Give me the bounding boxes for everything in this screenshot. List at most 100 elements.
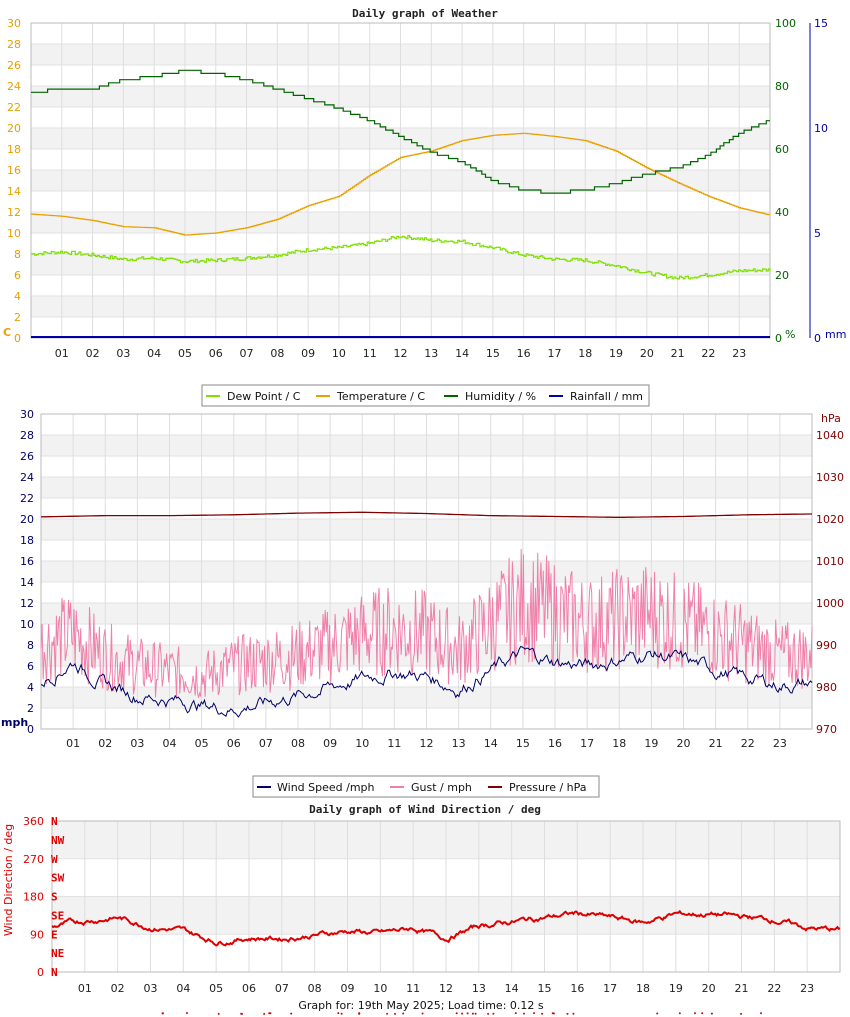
legend-rainfall: Rainfall / mm bbox=[570, 390, 643, 403]
left-tick-label: 6 bbox=[27, 660, 34, 673]
series-point bbox=[694, 1012, 696, 1015]
left-tick-label: 2 bbox=[14, 311, 21, 324]
left-tick-label: 0 bbox=[14, 332, 21, 345]
x-tick-label: 19 bbox=[644, 737, 658, 750]
right-tick-label: 980 bbox=[816, 681, 837, 694]
x-tick-label: 01 bbox=[66, 737, 80, 750]
right2-tick-label: 10 bbox=[814, 122, 828, 135]
series-gust bbox=[40, 549, 813, 698]
x-tick-label: 08 bbox=[308, 982, 322, 995]
compass-label: W bbox=[51, 853, 58, 866]
legend-dew-point: Dew Point / C bbox=[227, 390, 301, 403]
right-tick-label: 20 bbox=[775, 269, 789, 282]
left-tick-label: 28 bbox=[7, 38, 21, 51]
x-tick-label: 11 bbox=[406, 982, 420, 995]
series-point bbox=[340, 1012, 343, 1015]
right-tick-label: 40 bbox=[775, 206, 789, 219]
x-tick-label: 20 bbox=[640, 347, 654, 360]
x-tick-label: 10 bbox=[332, 347, 346, 360]
compass-label: N bbox=[51, 815, 58, 828]
x-tick-label: 06 bbox=[242, 982, 256, 995]
y-tick-label: 270 bbox=[23, 853, 44, 866]
left-tick-label: 26 bbox=[20, 450, 34, 463]
x-tick-label: 13 bbox=[452, 737, 466, 750]
series-point bbox=[161, 1012, 164, 1015]
series-point bbox=[656, 1012, 659, 1015]
series-point bbox=[241, 1012, 243, 1015]
right-tick-label: 1030 bbox=[816, 471, 844, 484]
left-tick-label: 12 bbox=[7, 206, 21, 219]
left-tick-label: 14 bbox=[7, 185, 21, 198]
series-point bbox=[541, 1012, 544, 1015]
x-tick-label: 13 bbox=[424, 347, 438, 360]
left-tick-label: 4 bbox=[14, 290, 21, 303]
x-tick-label: 09 bbox=[341, 982, 355, 995]
series-point bbox=[514, 1012, 517, 1015]
compass-label: S bbox=[51, 891, 58, 904]
y-tick-label: 90 bbox=[30, 928, 44, 941]
left-tick-label: 30 bbox=[20, 408, 34, 421]
series-point bbox=[551, 1012, 554, 1015]
right-tick-label: 990 bbox=[816, 639, 837, 652]
x-tick-label: 07 bbox=[240, 347, 254, 360]
series-point bbox=[337, 1012, 340, 1015]
left-tick-label: 26 bbox=[7, 59, 21, 72]
series-point bbox=[492, 1012, 495, 1015]
x-tick-label: 18 bbox=[578, 347, 592, 360]
right-tick-label: 1040 bbox=[816, 429, 844, 442]
x-tick-label: 02 bbox=[98, 737, 112, 750]
x-tick-label: 22 bbox=[767, 982, 781, 995]
footer-text: Graph for: 19th May 2025; Load time: 0.1… bbox=[298, 999, 544, 1012]
x-tick-label: 20 bbox=[677, 737, 691, 750]
x-tick-label: 04 bbox=[176, 982, 190, 995]
x-tick-label: 15 bbox=[486, 347, 500, 360]
x-tick-label: 02 bbox=[86, 347, 100, 360]
left-tick-label: 20 bbox=[20, 513, 34, 526]
left-tick-label: 30 bbox=[7, 17, 21, 30]
x-tick-label: 03 bbox=[116, 347, 130, 360]
x-tick-label: 10 bbox=[355, 737, 369, 750]
x-tick-label: 22 bbox=[701, 347, 715, 360]
left-tick-label: 22 bbox=[20, 492, 34, 505]
legend-wind-speed: Wind Speed /mph bbox=[277, 781, 375, 794]
right-tick-label: 100 bbox=[775, 17, 796, 30]
legend: Wind Speed /mph Gust / mph Pressure / hP… bbox=[252, 775, 600, 798]
left-tick-label: 20 bbox=[7, 122, 21, 135]
legend-pressure: Pressure / hPa bbox=[509, 781, 587, 794]
series-point bbox=[523, 1012, 525, 1015]
series-point bbox=[186, 1012, 188, 1014]
legend-temperature: Temperature / C bbox=[336, 390, 425, 403]
series-point bbox=[290, 1012, 293, 1015]
series-point bbox=[760, 1012, 762, 1015]
x-tick-label: 23 bbox=[800, 982, 814, 995]
series-point bbox=[421, 1012, 424, 1015]
x-tick-label: 17 bbox=[603, 982, 617, 995]
series-line-0 bbox=[31, 234, 771, 280]
series-point bbox=[466, 1012, 469, 1015]
right-tick-label: 1000 bbox=[816, 597, 844, 610]
x-tick-label: 16 bbox=[517, 347, 531, 360]
right-tick-label: 60 bbox=[775, 143, 789, 156]
series-point bbox=[358, 1012, 361, 1015]
left-axis-unit: mph bbox=[1, 716, 28, 729]
series-point bbox=[461, 1012, 464, 1015]
x-tick-label: 14 bbox=[455, 347, 469, 360]
x-tick-label: 09 bbox=[301, 347, 315, 360]
series-wind-direction bbox=[51, 909, 841, 947]
x-tick-label: 04 bbox=[147, 347, 161, 360]
compass-label: E bbox=[51, 928, 58, 941]
x-tick-label: 23 bbox=[732, 347, 746, 360]
series-point bbox=[474, 1012, 477, 1015]
x-tick-label: 17 bbox=[547, 347, 561, 360]
left-tick-label: 10 bbox=[7, 227, 21, 240]
chart-title: Daily graph of Weather bbox=[352, 7, 498, 20]
right-tick-label: 970 bbox=[816, 723, 837, 736]
left-tick-label: 2 bbox=[27, 702, 34, 715]
series-point bbox=[394, 1012, 396, 1015]
series-line-1 bbox=[31, 132, 771, 236]
x-tick-label: 12 bbox=[420, 737, 434, 750]
series-wind-speed bbox=[40, 646, 813, 718]
compass-label: NW bbox=[51, 834, 65, 847]
left-tick-label: 0 bbox=[27, 723, 34, 736]
